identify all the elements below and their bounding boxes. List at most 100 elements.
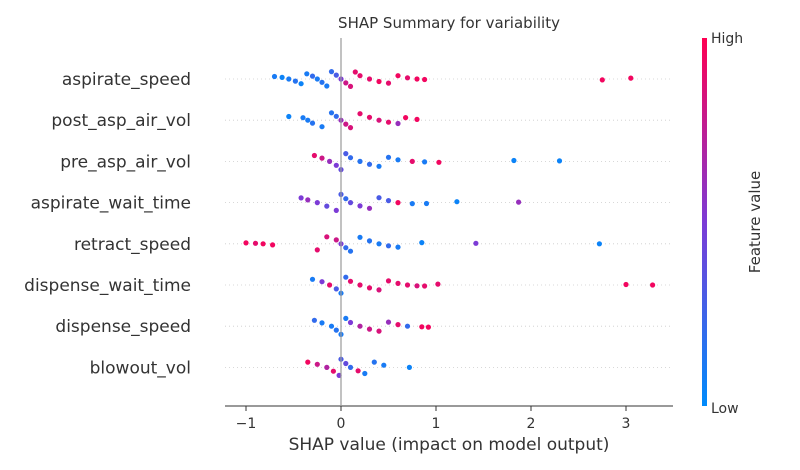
shap-point xyxy=(419,324,425,330)
shap-point xyxy=(286,76,292,82)
shap-point xyxy=(271,73,278,80)
shap-point xyxy=(333,72,339,78)
shap-point xyxy=(357,282,363,288)
shap-point xyxy=(366,326,373,332)
shap-point xyxy=(376,78,382,85)
feature-label: retract_speed xyxy=(74,235,191,255)
shap-point xyxy=(328,69,335,75)
shap-point xyxy=(395,73,401,79)
shap-point xyxy=(314,76,320,82)
shap-point xyxy=(333,286,339,292)
shap-point xyxy=(403,115,409,121)
shap-point xyxy=(347,155,354,161)
shap-point xyxy=(260,241,266,247)
shap-point xyxy=(395,280,401,286)
colorbar-low-label: Low xyxy=(711,401,739,417)
shap-point xyxy=(347,83,354,89)
shap-point xyxy=(376,195,382,201)
shap-point xyxy=(385,319,392,325)
shap-point xyxy=(333,237,339,243)
shap-point xyxy=(347,319,354,326)
shap-point xyxy=(347,200,354,206)
shap-point xyxy=(300,115,306,121)
shap-point xyxy=(395,244,401,250)
shap-point xyxy=(376,241,382,247)
shap-point xyxy=(409,158,415,164)
shap-point xyxy=(327,282,333,288)
shap-point xyxy=(385,198,392,204)
shap-point xyxy=(473,240,479,246)
chart-title: SHAP Summary for variability xyxy=(338,14,560,32)
shap-point xyxy=(343,151,349,157)
shap-point xyxy=(314,247,320,253)
shap-point xyxy=(385,80,392,86)
shap-point xyxy=(357,111,363,117)
shap-point xyxy=(376,328,382,334)
shap-point xyxy=(343,80,349,86)
shap-point xyxy=(319,155,325,161)
shap-point xyxy=(516,199,522,205)
shap-point xyxy=(422,76,428,83)
shap-point xyxy=(298,195,304,201)
shap-point xyxy=(422,283,428,289)
shap-point xyxy=(324,364,330,370)
shap-point xyxy=(404,282,411,288)
shap-point xyxy=(385,154,392,160)
shap-point xyxy=(305,359,311,365)
shap-point xyxy=(376,163,382,169)
shap-point xyxy=(328,323,335,329)
shap-point xyxy=(409,201,415,207)
shap-point xyxy=(414,76,420,82)
shap-point xyxy=(362,370,368,377)
shap-point xyxy=(425,324,431,330)
x-tick-label: 1 xyxy=(432,416,441,432)
shap-point xyxy=(343,360,349,367)
shap-point xyxy=(304,71,310,77)
shap-point xyxy=(319,124,325,130)
x-tick-label: 2 xyxy=(527,416,536,432)
shap-point xyxy=(343,245,349,251)
feature-label: dispense_wait_time xyxy=(24,276,191,296)
shap-point xyxy=(376,117,382,123)
shap-point xyxy=(650,282,656,288)
shap-point xyxy=(556,158,563,164)
feature-rows: aspirate_speed post_asp_air_vol pre_asp_ai… xyxy=(24,70,673,378)
colorbar xyxy=(702,38,707,406)
shap-point xyxy=(324,203,330,209)
shap-point xyxy=(286,113,292,120)
shap-point xyxy=(395,322,401,328)
shap-point xyxy=(252,240,259,246)
shap-point xyxy=(423,200,430,207)
shap-point xyxy=(395,120,401,127)
shap-point xyxy=(347,248,354,254)
shap-point xyxy=(436,159,442,165)
shap-point xyxy=(327,158,333,164)
shap-point xyxy=(333,162,339,168)
shap-point xyxy=(319,79,325,85)
shap-point xyxy=(347,364,354,370)
x-tick-label: 0 xyxy=(337,416,346,432)
shap-point xyxy=(414,116,420,122)
shap-dots xyxy=(243,69,656,378)
shap-point xyxy=(324,234,330,240)
shap-point xyxy=(355,368,361,374)
shap-point xyxy=(381,362,387,368)
shap-point xyxy=(454,199,460,205)
shap-point xyxy=(305,197,311,203)
shap-point xyxy=(305,117,311,123)
shap-point xyxy=(596,241,603,247)
shap-point xyxy=(366,285,373,291)
feature-label: post_asp_air_vol xyxy=(51,111,191,131)
shap-point xyxy=(292,78,298,84)
x-tick-label: −1 xyxy=(236,416,257,432)
shap-point xyxy=(333,113,339,119)
shap-point xyxy=(366,114,373,120)
shap-point xyxy=(309,120,316,126)
shap-point xyxy=(376,287,382,293)
shap-point xyxy=(406,364,412,370)
shap-point xyxy=(343,315,349,321)
shap-point xyxy=(357,158,363,164)
shap-point xyxy=(366,205,373,211)
feature-label: blowout_vol xyxy=(90,358,191,378)
shap-point xyxy=(324,83,330,89)
